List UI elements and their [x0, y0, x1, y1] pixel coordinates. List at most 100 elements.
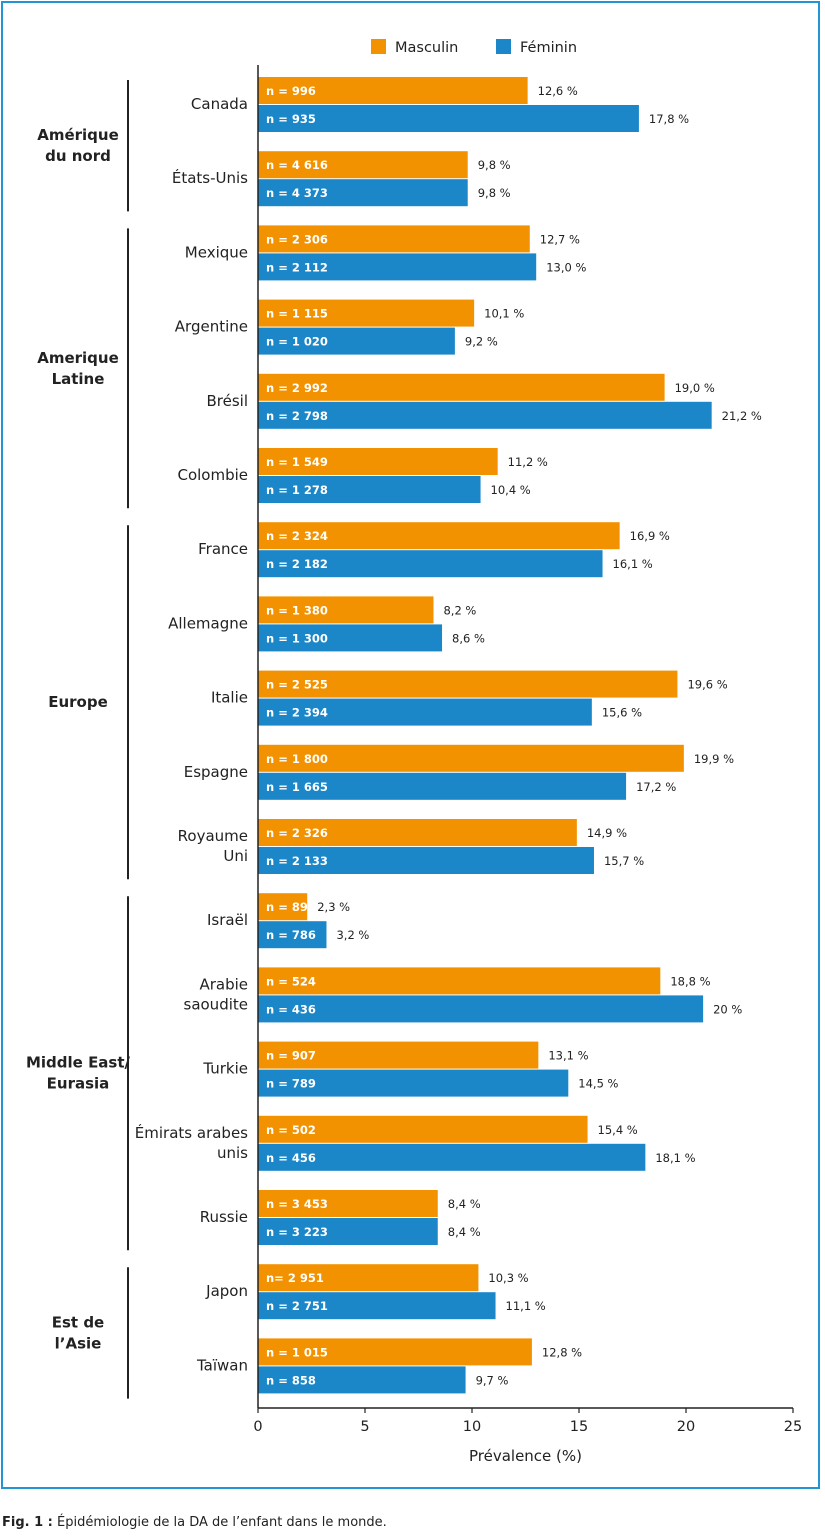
category-label: unis	[217, 1144, 248, 1162]
x-tick-label: 15	[570, 1419, 588, 1435]
data-label: 16,9 %	[630, 529, 670, 543]
group-label: Europe	[48, 693, 108, 711]
legend-swatch-feminin	[496, 39, 511, 54]
bar-feminin	[258, 253, 537, 281]
bar-masculin	[258, 299, 475, 327]
category-label: Arabie	[199, 975, 248, 993]
category-label: Italie	[211, 689, 248, 707]
bar-n-label: n = 2 751	[266, 1299, 328, 1313]
bar-n-label: n = 524	[266, 974, 316, 988]
legend-label-masculin: Masculin	[395, 40, 458, 56]
bar-masculin	[258, 1115, 588, 1143]
bar-masculin	[258, 744, 684, 772]
caption-text: Épidémiologie de la DA de l’enfant dans …	[57, 1515, 387, 1530]
bar-feminin	[258, 847, 594, 874]
bar-n-label: n = 2 992	[266, 381, 328, 395]
data-label: 18,1 %	[655, 1151, 695, 1165]
bar-feminin	[258, 698, 592, 726]
bar-n-label: n = 1 380	[266, 603, 328, 617]
category-label: Russie	[200, 1208, 248, 1226]
bar-feminin	[258, 1292, 496, 1320]
data-label: 11,1 %	[506, 1299, 546, 1313]
x-tick-label: 5	[360, 1419, 369, 1435]
bar-masculin	[258, 1041, 539, 1069]
data-label: 21,2 %	[722, 409, 762, 423]
category-label: Argentine	[175, 318, 248, 336]
bar-n-label: n = 1 549	[266, 455, 328, 469]
bar-masculin	[258, 893, 308, 921]
bar-n-label: n = 1 800	[266, 752, 328, 766]
category-label: Brésil	[206, 392, 248, 410]
bar-n-label: n = 1 665	[266, 780, 328, 794]
data-label: 12,6 %	[538, 84, 578, 98]
group-label: du nord	[45, 147, 111, 165]
bar-n-label: n = 935	[266, 112, 316, 126]
data-label: 3,2 %	[336, 928, 369, 942]
bar-masculin	[258, 596, 434, 624]
bar-feminin	[258, 401, 712, 429]
bar-n-label: n = 891	[266, 900, 316, 914]
data-label: 12,7 %	[540, 232, 580, 246]
data-label: 19,0 %	[675, 381, 715, 395]
bar-n-label: n = 2 133	[266, 854, 328, 868]
group-label: Eurasia	[47, 1075, 110, 1093]
legend-label-feminin: Féminin	[520, 40, 577, 56]
category-label: Canada	[191, 95, 248, 113]
data-label: 20 %	[713, 1002, 742, 1016]
data-label: 10,3 %	[488, 1271, 528, 1285]
category-label: saoudite	[184, 995, 249, 1013]
bar-masculin	[258, 373, 665, 401]
prevalence-bar-chart: Masculin Féminin n = 996 12,6 % n = 935 17,8 …	[26, 39, 802, 1465]
figure-frame: Masculin Féminin n = 996 12,6 % n = 935 17,8 …	[1, 1, 820, 1489]
group-label: Latine	[52, 370, 105, 388]
bar-feminin	[258, 772, 627, 800]
category-label: Turkie	[202, 1060, 248, 1078]
category-label: Mexique	[185, 243, 248, 261]
data-label: 17,8 %	[649, 112, 689, 126]
data-label: 11,2 %	[508, 455, 548, 469]
bar-n-label: n = 3 453	[266, 1197, 328, 1211]
bar-n-label: n = 436	[266, 1002, 316, 1016]
data-label: 17,2 %	[636, 780, 676, 794]
bar-n-label: n = 2 306	[266, 232, 328, 246]
bar-masculin	[258, 670, 678, 698]
data-label: 13,0 %	[546, 260, 586, 274]
group-label: Amerique	[37, 349, 119, 367]
bar-n-label: n = 789	[266, 1077, 316, 1091]
bar-n-label: n = 996	[266, 84, 316, 98]
group-label: Middle East/	[26, 1054, 131, 1072]
category-label: Allemagne	[168, 614, 248, 632]
data-label: 13,1 %	[548, 1049, 588, 1063]
data-label: 18,8 %	[670, 974, 710, 988]
data-label: 8,4 %	[448, 1197, 481, 1211]
bar-n-label: n = 2 326	[266, 826, 328, 840]
bar-n-label: n = 1 115	[266, 307, 328, 321]
data-label: 14,9 %	[587, 826, 627, 840]
bar-feminin	[258, 327, 455, 355]
data-label: 19,6 %	[687, 678, 727, 692]
data-label: 16,1 %	[613, 557, 653, 571]
bar-feminin	[258, 105, 639, 132]
bar-feminin	[258, 1143, 646, 1171]
data-label: 15,7 %	[604, 854, 644, 868]
group-label: l’Asie	[55, 1334, 102, 1352]
bar-feminin	[258, 179, 468, 207]
bar-masculin	[258, 522, 620, 550]
bar-n-label: n = 1 020	[266, 335, 328, 349]
bar-masculin	[258, 819, 577, 846]
bar-masculin	[258, 151, 468, 179]
bar-n-label: n = 3 223	[266, 1225, 328, 1239]
bar-feminin	[258, 995, 704, 1023]
x-tick-label: 0	[253, 1419, 262, 1435]
x-tick-label: 25	[784, 1419, 802, 1435]
bar-feminin	[258, 921, 327, 949]
x-tick-label: 10	[463, 1419, 481, 1435]
bar-n-label: n= 2 951	[266, 1271, 324, 1285]
caption-label: Fig. 1 :	[2, 1515, 53, 1530]
bar-n-label: n = 2 182	[266, 557, 328, 571]
category-label: Uni	[223, 847, 248, 865]
data-label: 8,4 %	[448, 1225, 481, 1239]
bar-n-label: n = 907	[266, 1049, 316, 1063]
bar-n-label: n = 4 373	[266, 186, 328, 200]
bar-masculin	[258, 1338, 532, 1366]
